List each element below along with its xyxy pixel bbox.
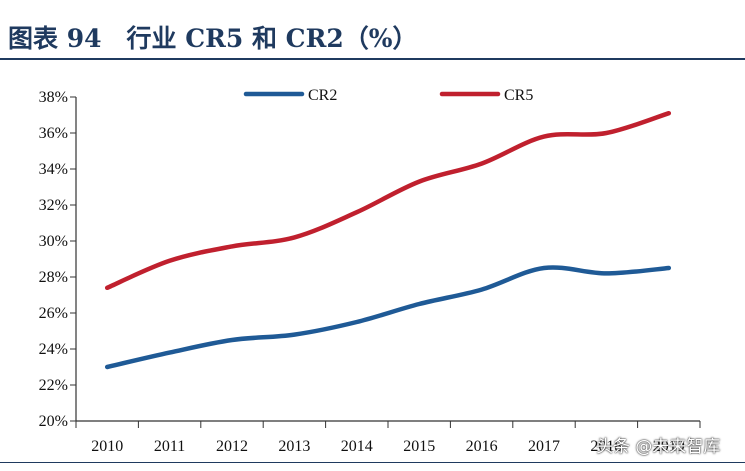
series-line-cr2 xyxy=(104,265,672,370)
series-line-cr5 xyxy=(104,110,672,291)
x-tick-label: 2016 xyxy=(466,438,498,455)
x-tick-label: 2015 xyxy=(403,438,435,455)
y-tick-label: 36% xyxy=(39,125,68,142)
chart-title: 图表 94 行业 CR5 和 CR2（%） xyxy=(8,24,418,53)
x-tick-label: 2019 xyxy=(653,438,685,455)
y-tick-label: 26% xyxy=(39,305,68,322)
x-tick-label: 2017 xyxy=(528,438,560,455)
y-axis-ticks: 20% 22% 24% 26% 28% 30% 32% 34% 36% 38% xyxy=(39,89,76,430)
y-tick-label: 28% xyxy=(39,269,68,286)
legend-label-cr2: CR2 xyxy=(308,87,337,104)
chart-series xyxy=(104,110,672,370)
chart-legend: CR2 CR5 xyxy=(243,87,533,104)
x-tick-label: 2013 xyxy=(278,438,310,455)
x-tick-label: 2011 xyxy=(154,438,185,455)
x-tick-label: 2018 xyxy=(590,438,622,455)
title-divider xyxy=(0,58,745,60)
watermark-text: 头条 @未来智库 xyxy=(596,437,721,457)
y-tick-label: 34% xyxy=(39,161,68,178)
y-tick-label: 20% xyxy=(39,413,68,430)
y-tick-label: 30% xyxy=(39,233,68,250)
x-tick-label: 2010 xyxy=(91,438,123,455)
y-tick-label: 32% xyxy=(39,197,68,214)
legend-label-cr5: CR5 xyxy=(504,87,533,104)
x-tick-label: 2014 xyxy=(341,438,373,455)
y-tick-label: 24% xyxy=(39,341,68,358)
y-tick-label: 22% xyxy=(39,377,68,394)
y-tick-label: 38% xyxy=(39,89,68,106)
x-tick-label: 2012 xyxy=(216,438,248,455)
bottom-divider xyxy=(0,462,745,463)
x-axis-ticks: 2010 2011 2012 2013 2014 2015 2016 2017 2018 2019 xyxy=(75,421,701,455)
